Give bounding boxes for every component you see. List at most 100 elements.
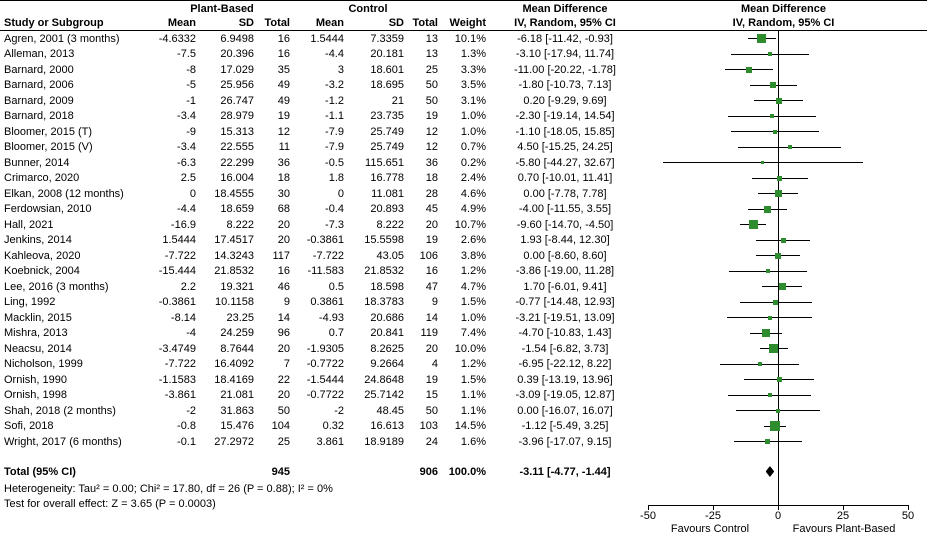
control-total: 50	[425, 79, 438, 92]
effect-marker	[770, 82, 777, 89]
control-total: 103	[419, 420, 438, 433]
control-total: 36	[425, 156, 438, 169]
plant-total: 18	[277, 172, 290, 185]
plant-mean: -3.4749	[158, 342, 196, 355]
md-ci-text: -0.77 [-14.48, 12.93]	[515, 296, 615, 309]
ci-plot	[640, 325, 927, 342]
plant-total: 68	[277, 203, 290, 216]
study-name: Neacsu, 2014	[4, 342, 72, 355]
study-name: Bloomer, 2015 (V)	[4, 141, 93, 154]
ci-plot	[640, 46, 927, 63]
study-name: Wright, 2017 (6 months)	[4, 435, 122, 448]
plant-total: 20	[277, 342, 290, 355]
study-row: Bunner, 2014 -6.3 22.299 36 -0.5 115.651…	[0, 155, 927, 171]
effect-marker	[746, 66, 753, 73]
plant-total: 22	[277, 373, 290, 386]
effect-marker	[770, 421, 781, 432]
plant-mean: -6.3	[177, 156, 196, 169]
ci-plot	[640, 403, 927, 419]
md-ci-text: -11.00 [-20.22, -1.78]	[514, 63, 616, 76]
study-row: Kahleova, 2020 -7.722 14.3243 117 -7.722…	[0, 248, 927, 264]
total-control-n: 906	[419, 465, 438, 478]
plant-sd: 10.1158	[215, 296, 254, 309]
favours-control-label: Favours Control	[670, 522, 750, 535]
ci-plot	[640, 248, 927, 264]
study-name: Jenkins, 2014	[4, 234, 72, 247]
plant-mean: -8	[186, 63, 196, 76]
plant-total: 35	[277, 63, 290, 76]
plant-sd: 14.3243	[214, 249, 254, 262]
total-diamond	[765, 466, 775, 477]
control-mean: -7.3	[325, 218, 344, 231]
md-ci-text: 0.70 [-10.01, 11.41]	[517, 172, 613, 185]
study-name: Ling, 1992	[4, 296, 56, 309]
ci-plot	[640, 108, 927, 125]
md-ci-text: -4.70 [-10.83, 1.43]	[518, 327, 612, 340]
plant-mean: -7.722	[164, 358, 196, 371]
control-sd: 7.3359	[370, 32, 404, 45]
plant-sd: 21.081	[220, 389, 254, 402]
control-mean: 3.861	[316, 435, 344, 448]
control-total: 24	[425, 435, 438, 448]
effect-marker	[761, 329, 770, 338]
control-total: 28	[425, 187, 438, 200]
plant-total: 49	[277, 79, 290, 92]
control-mean: 0.3861	[310, 296, 344, 309]
md-ci-text: 1.70 [-6.01, 9.41]	[523, 280, 607, 293]
effect-marker	[765, 439, 771, 445]
study-row: Ornish, 1998 -3.861 21.081 20 -0.7722 25…	[0, 387, 927, 404]
control-total: 45	[425, 203, 438, 216]
study-weight: 3.8%	[460, 249, 486, 262]
heterogeneity-text: Heterogeneity: Tau² = 0.00; Chi² = 17.80…	[4, 482, 333, 495]
control-sd: 25.749	[370, 141, 404, 154]
study-weight: 1.1%	[460, 404, 486, 417]
control-sd: 15.5598	[364, 234, 404, 247]
plant-total: 19	[277, 110, 290, 123]
study-weight: 1.3%	[460, 48, 486, 61]
control-sd: 24.8648	[364, 373, 404, 386]
study-name: Shah, 2018 (2 months)	[4, 404, 116, 417]
control-mean: -0.7722	[306, 389, 344, 402]
control-sd: 16.613	[370, 420, 404, 433]
study-row: Jenkins, 2014 1.5444 17.4517 20 -0.3861 …	[0, 232, 927, 249]
study-row: Bloomer, 2015 (T) -9 15.313 12 -7.9 25.7…	[0, 124, 927, 140]
col-header-c-total: Total	[412, 17, 438, 29]
control-total: 12	[425, 141, 438, 154]
ci-plot	[640, 93, 927, 109]
study-rows: Agren, 2001 (3 months) -4.6332 6.9498 16…	[0, 31, 927, 450]
study-row: Barnard, 2000 -8 17.029 35 3 18.601 25 3…	[0, 62, 927, 78]
plant-sd: 19.321	[220, 280, 254, 293]
plant-total: 9	[283, 296, 290, 309]
zero-line-segment	[640, 449, 927, 464]
ci-plot	[640, 387, 927, 404]
control-total: 20	[425, 218, 438, 231]
column-header-row: Study or Subgroup Mean SD Total Mean SD …	[0, 16, 927, 30]
control-mean: -11.583	[307, 265, 345, 278]
plant-sd: 16.004	[220, 172, 254, 185]
plant-sd: 8.222	[226, 218, 254, 231]
control-sd: 21.8532	[364, 265, 404, 278]
plant-mean: -3.4	[177, 141, 196, 154]
md-ci-text: 0.39 [-13.19, 13.96]	[517, 373, 613, 386]
study-name: Barnard, 2000	[4, 63, 74, 76]
control-mean: -0.4	[325, 203, 344, 216]
control-mean: -0.5	[325, 156, 344, 169]
study-name: Elkan, 2008 (12 months)	[4, 187, 124, 200]
study-weight: 1.1%	[460, 389, 486, 402]
study-name: Koebnick, 2004	[4, 265, 80, 278]
control-total: 25	[425, 63, 438, 76]
plant-total: 20	[277, 389, 290, 402]
col-header-weight: Weight	[449, 17, 486, 29]
control-total: 119	[420, 327, 438, 340]
control-total: 16	[425, 265, 438, 278]
ci-plot	[640, 77, 927, 94]
study-name: Nicholson, 1999	[4, 358, 83, 371]
study-name: Alleman, 2013	[4, 48, 75, 61]
study-row: Ling, 1992 -0.3861 10.1158 9 0.3861 18.3…	[0, 294, 927, 311]
study-weight: 0.2%	[460, 156, 486, 169]
md-ci-text: 0.00 [-16.07, 16.07]	[517, 404, 613, 417]
control-sd: 18.9189	[364, 435, 404, 448]
control-total: 19	[425, 373, 438, 386]
study-name: Agren, 2001 (3 months)	[4, 32, 120, 45]
col-header-study: Study or Subgroup	[4, 17, 104, 29]
